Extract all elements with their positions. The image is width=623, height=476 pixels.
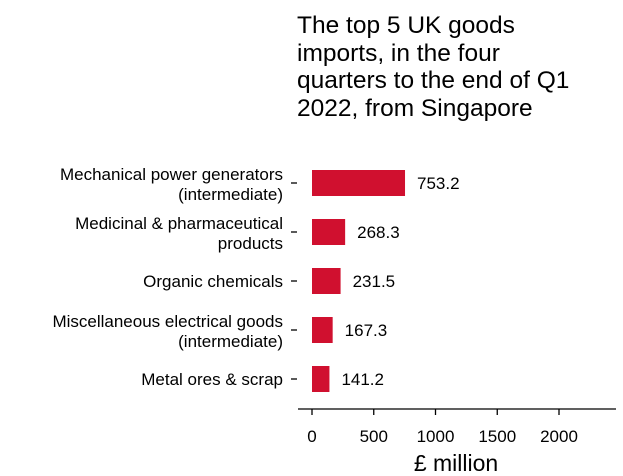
category-label: Medicinal & pharmaceutical products (75, 214, 283, 253)
category-label: Miscellaneous electrical goods (intermedi… (52, 312, 283, 351)
x-axis: 0 500 1000 1500 2000 (298, 408, 616, 446)
x-tick-label: 500 (360, 427, 388, 446)
x-tick-label: 1000 (417, 427, 455, 446)
bar-value-label: 753.2 (417, 174, 460, 193)
chart-title: The top 5 UK goods imports, in the four … (297, 12, 570, 122)
bars: 753.2 268.3 231.5 167.3 141.2 (312, 170, 460, 392)
bar (312, 268, 341, 294)
bar (312, 366, 330, 392)
bar-value-label: 268.3 (357, 223, 400, 242)
bar-value-label: 167.3 (345, 321, 388, 340)
x-axis-label: £ million (414, 450, 498, 476)
category-label: Metal ores & scrap (141, 370, 283, 389)
category-label: Mechanical power generators (intermediate… (60, 165, 283, 204)
x-tick-label: 0 (307, 427, 316, 446)
x-tick-label: 2000 (540, 427, 578, 446)
category-label: Organic chemicals (143, 272, 283, 291)
bar (312, 170, 406, 196)
bar-value-label: 231.5 (353, 272, 396, 291)
x-tick-label: 1500 (478, 427, 516, 446)
bar (312, 317, 333, 343)
bar-value-label: 141.2 (341, 370, 384, 389)
bar (312, 219, 346, 245)
y-axis: Mechanical power generators (intermediate… (52, 165, 297, 389)
